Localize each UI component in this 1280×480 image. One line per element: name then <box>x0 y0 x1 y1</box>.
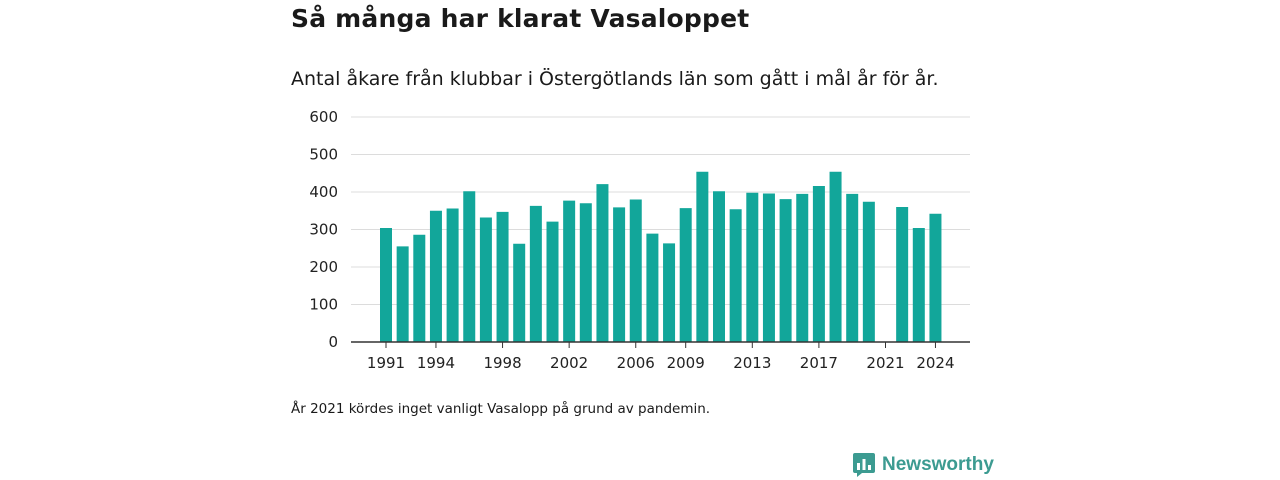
bar <box>546 221 559 342</box>
chart-title: Så många har klarat Vasaloppet <box>291 4 750 33</box>
bar-chart: 0 100 200 300 400 500 600 1991 1994 1998 2002 2006 2… <box>309 108 970 372</box>
tick-labels: 0 100 200 300 400 500 600 1991 1994 1998 2002 2006 2… <box>309 108 954 372</box>
x-tick-label: 2017 <box>800 354 838 372</box>
bar <box>779 199 792 342</box>
bar <box>896 207 909 342</box>
y-tick-label: 100 <box>309 296 338 314</box>
x-tick-label: 2024 <box>916 354 954 372</box>
bar <box>513 243 526 342</box>
x-tick-label: 1998 <box>483 354 521 372</box>
bar <box>696 171 709 342</box>
bar <box>812 186 825 342</box>
bar <box>579 203 592 342</box>
bar <box>862 201 875 342</box>
bar <box>679 208 692 342</box>
brand-name: Newsworthy <box>882 454 994 475</box>
bar <box>713 191 725 342</box>
y-tick-label: 400 <box>309 183 338 201</box>
bar <box>829 171 842 342</box>
bar <box>429 210 442 342</box>
bar <box>663 243 676 342</box>
x-tick-label: 2013 <box>733 354 771 372</box>
bars <box>380 171 942 342</box>
chart-subtitle: Antal åkare från klubbar i Östergötlands… <box>291 68 939 90</box>
grid-lines <box>351 116 970 305</box>
y-tick-label: 200 <box>309 258 338 276</box>
bar <box>929 213 942 342</box>
footnote: År 2021 kördes inget vanligt Vasalopp på… <box>291 401 711 417</box>
y-tick-label: 600 <box>309 108 338 126</box>
bar <box>629 199 642 342</box>
bar <box>613 207 626 342</box>
bar <box>479 217 492 342</box>
bar <box>796 193 809 342</box>
bar <box>563 200 576 342</box>
bar <box>496 211 509 342</box>
y-tick-label: 0 <box>328 333 338 351</box>
x-tick-label: 1994 <box>417 354 455 372</box>
bar <box>446 208 459 342</box>
bar <box>912 228 925 342</box>
brand-logo[interactable]: Newsworthy <box>853 453 994 477</box>
y-tick-label: 500 <box>309 146 338 164</box>
chart-bubble-icon <box>853 453 875 477</box>
bar <box>846 193 859 342</box>
bar <box>413 234 426 342</box>
x-tick-label: 2006 <box>617 354 655 372</box>
x-tick-label: 2021 <box>866 354 904 372</box>
bar <box>596 184 609 342</box>
bar <box>529 205 542 342</box>
axes <box>351 341 970 348</box>
x-tick-label: 2002 <box>550 354 588 372</box>
bar <box>463 191 476 342</box>
y-tick-label: 300 <box>309 221 338 239</box>
bar <box>746 192 759 342</box>
bar <box>762 193 775 342</box>
x-tick-label: 1991 <box>367 354 405 372</box>
bar <box>396 246 409 342</box>
bar <box>646 233 659 342</box>
bar <box>729 209 742 342</box>
bar <box>380 228 392 342</box>
x-tick-label: 2009 <box>667 354 705 372</box>
